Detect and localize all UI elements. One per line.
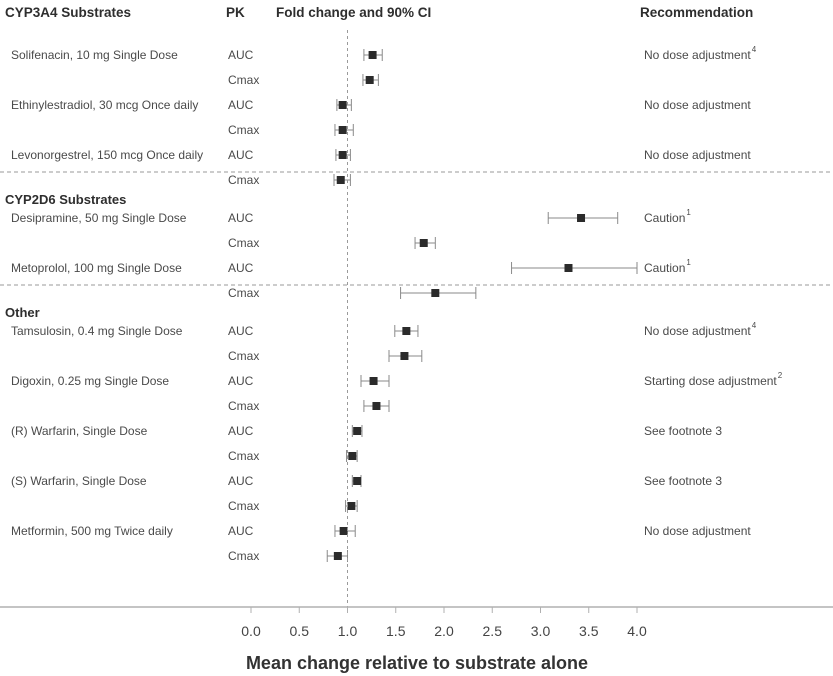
- pk-label: AUC: [228, 374, 254, 388]
- recommendation-text: No dose adjustment: [644, 324, 751, 338]
- x-tick-label: 3.5: [579, 623, 599, 639]
- x-tick-label: 3.0: [531, 623, 551, 639]
- pk-label: Cmax: [228, 549, 259, 563]
- x-tick-label: 1.0: [338, 623, 358, 639]
- x-axis: 0.0 0.5 1.0 1.5 2.0 2.5 3.0 3.5 4.0: [0, 30, 833, 639]
- footnote-marker: 1: [686, 258, 691, 267]
- pk-label: Cmax: [228, 123, 259, 137]
- recommendation-text: Caution: [644, 211, 685, 225]
- point-marker: [369, 377, 378, 385]
- pk-label: Cmax: [228, 286, 259, 300]
- pk-label: Cmax: [228, 349, 259, 363]
- recommendation-text: See footnote 3: [644, 424, 722, 438]
- drug-label: Metoprolol, 100 mg Single Dose: [11, 261, 182, 275]
- pk-label: Cmax: [228, 399, 259, 413]
- point-marker: [353, 427, 362, 435]
- pk-label: AUC: [228, 48, 254, 62]
- drug-label: Metformin, 500 mg Twice daily: [11, 524, 173, 538]
- header-group: CYP3A4 Substrates: [5, 5, 131, 20]
- x-tick-label: 4.0: [627, 623, 647, 639]
- drug-label: Ethinylestradiol, 30 mcg Once daily: [11, 98, 198, 112]
- pk-label: AUC: [228, 324, 254, 338]
- section-label: Other: [5, 305, 40, 320]
- point-marker: [577, 214, 586, 222]
- pk-label: AUC: [228, 424, 254, 438]
- rows-layer: Solifenacin, 10 mg Single Dose No dose ad…: [0, 45, 833, 563]
- footnote-marker: 4: [752, 321, 757, 330]
- x-axis-label: Mean change relative to substrate alone: [246, 653, 588, 673]
- pk-label: AUC: [228, 524, 254, 538]
- x-tick-label: 2.5: [483, 623, 503, 639]
- header-recommendation: Recommendation: [640, 5, 753, 20]
- drug-label: Levonorgestrel, 150 mcg Once daily: [11, 148, 203, 162]
- section-label: CYP2D6 Substrates: [5, 192, 126, 207]
- point-marker: [564, 264, 573, 272]
- point-marker: [333, 552, 342, 560]
- pk-label: Cmax: [228, 449, 259, 463]
- point-marker: [353, 477, 362, 485]
- drug-label: Digoxin, 0.25 mg Single Dose: [11, 374, 169, 388]
- point-marker: [347, 502, 356, 510]
- drug-label: (S) Warfarin, Single Dose: [11, 474, 147, 488]
- recommendation-text: No dose adjustment: [644, 524, 751, 538]
- recommendation-text: No dose adjustment: [644, 98, 751, 112]
- recommendation-text: See footnote 3: [644, 474, 722, 488]
- footnote-marker: 2: [778, 371, 783, 380]
- footnote-marker: 4: [752, 45, 757, 54]
- point-marker: [365, 76, 374, 84]
- pk-label: Cmax: [228, 73, 259, 87]
- point-marker: [338, 101, 347, 109]
- x-tick-label: 0.5: [290, 623, 310, 639]
- x-tick-label: 1.5: [386, 623, 406, 639]
- pk-label: AUC: [228, 474, 254, 488]
- point-marker: [419, 239, 428, 247]
- point-marker: [336, 176, 345, 184]
- x-tick-label: 2.0: [434, 623, 454, 639]
- x-tick-label: 0.0: [241, 623, 261, 639]
- point-marker: [338, 151, 347, 159]
- pk-label: Cmax: [228, 499, 259, 513]
- point-marker: [402, 327, 411, 335]
- point-marker: [372, 402, 381, 410]
- recommendation-text: No dose adjustment: [644, 148, 751, 162]
- pk-label: AUC: [228, 261, 254, 275]
- pk-label: AUC: [228, 98, 254, 112]
- drug-label: Tamsulosin, 0.4 mg Single Dose: [11, 324, 183, 338]
- drug-label: (R) Warfarin, Single Dose: [11, 424, 148, 438]
- point-marker: [431, 289, 440, 297]
- pk-label: AUC: [228, 211, 254, 225]
- header-pk: PK: [226, 5, 245, 20]
- recommendation-text: No dose adjustment: [644, 48, 751, 62]
- point-marker: [348, 452, 357, 460]
- point-marker: [338, 126, 347, 134]
- pk-label: Cmax: [228, 236, 259, 250]
- point-marker: [339, 527, 348, 535]
- footnote-marker: 1: [686, 208, 691, 217]
- pk-label: AUC: [228, 148, 254, 162]
- pk-label: Cmax: [228, 173, 259, 187]
- point-marker: [400, 352, 409, 360]
- header-plot: Fold change and 90% CI: [276, 5, 431, 20]
- recommendation-text: Caution: [644, 261, 685, 275]
- point-marker: [368, 51, 377, 59]
- drug-label: Solifenacin, 10 mg Single Dose: [11, 48, 178, 62]
- recommendation-text: Starting dose adjustment: [644, 374, 777, 388]
- drug-label: Desipramine, 50 mg Single Dose: [11, 211, 187, 225]
